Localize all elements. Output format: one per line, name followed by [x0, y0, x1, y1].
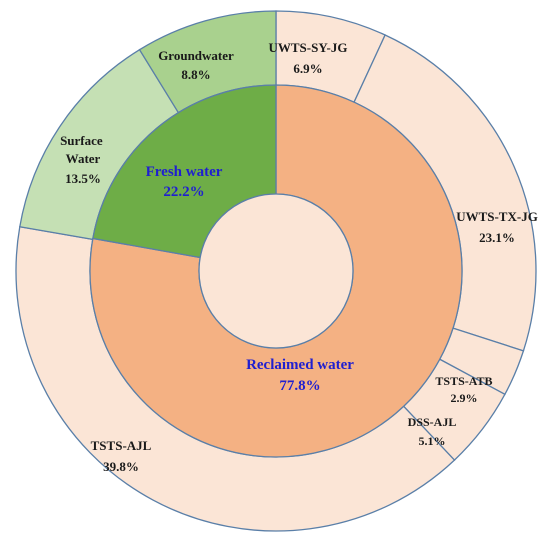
label-tsts-atb-name: TSTS-ATB: [435, 374, 492, 388]
label-dss-ajl-value: 5.1%: [419, 434, 446, 448]
label-surface-water-value: 13.5%: [65, 171, 101, 186]
label-groundwater-name: Groundwater: [158, 48, 234, 63]
label-tsts-atb-value: 2.9%: [451, 391, 478, 405]
label-reclaimed-water-name: Reclaimed water: [246, 357, 354, 373]
label-uwts-tx-jg-value: 23.1%: [479, 230, 515, 245]
label-fresh-water-name: Fresh water: [146, 164, 223, 180]
label-uwts-sy-jg-name: UWTS-SY-JG: [269, 40, 348, 55]
label-tsts-ajl-value: 39.8%: [103, 459, 139, 474]
label-uwts-sy-jg-value: 6.9%: [293, 61, 322, 76]
label-dss-ajl-name: DSS-AJL: [408, 415, 457, 429]
label-surface-water-line-2: Water: [66, 151, 101, 166]
label-surface-water-name: Surface Water: [60, 133, 106, 166]
label-tsts-ajl-name: TSTS-AJL: [91, 438, 152, 453]
label-uwts-tx-jg-name: UWTS-TX-JG: [456, 209, 538, 224]
label-surface-water-line-1: Surface: [60, 133, 103, 148]
label-reclaimed-water-value: 77.8%: [279, 378, 320, 394]
label-fresh-water-value: 22.2%: [163, 184, 204, 200]
label-groundwater-value: 8.8%: [181, 67, 210, 82]
center-hole: [198, 193, 354, 349]
inner-ring: [89, 84, 463, 458]
